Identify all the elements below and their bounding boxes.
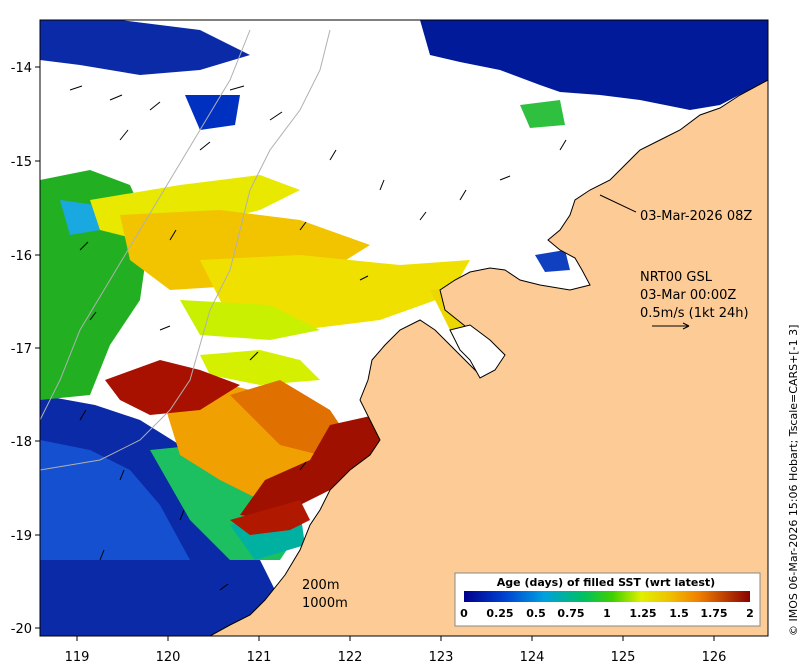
current-vector [69, 85, 83, 91]
current-vector [269, 111, 283, 121]
contour-200m-label: 200m [302, 578, 339, 593]
x-tick-label: 125 [611, 650, 636, 665]
current-vector [179, 509, 185, 521]
y-tick-label: -14 [11, 61, 32, 76]
current-vector [159, 325, 171, 331]
sst-age-lime-band [180, 300, 320, 340]
x-tick-label: 120 [156, 650, 181, 665]
current-vector [329, 149, 337, 161]
current-vector [79, 409, 87, 421]
current-vector [459, 189, 467, 201]
current-vector [299, 461, 307, 471]
sst-age-red-strip [230, 500, 310, 535]
y-tick-label: -16 [11, 249, 32, 264]
peninsula-dampier [449, 324, 506, 379]
colorbar-tick-label: 0 [460, 607, 468, 620]
currents-time-label: 03-Mar 00:00Z [640, 288, 736, 303]
current-vector [199, 141, 211, 151]
current-vector [249, 351, 259, 361]
current-vector [419, 211, 427, 221]
sst-age-red-zone-east [240, 415, 385, 520]
current-vector [99, 549, 105, 561]
colorbar-tick-label: 0.5 [526, 607, 546, 620]
sst-time-label: 03-Mar-2026 08Z [640, 209, 752, 224]
y-axis: -14 -15 -16 -17 -18 -19 -20 [11, 61, 40, 637]
currents-model-label: NRT00 GSL [640, 270, 713, 285]
arrow-head-lower [682, 325, 690, 330]
x-tick-label: 119 [65, 650, 90, 665]
colorbar-gradient [464, 591, 750, 602]
current-vector [359, 275, 369, 281]
contour-1000m [39, 29, 251, 421]
credit-text: © IMOS 06-Mar-2026 15:06 Hobart; Tscale=… [787, 325, 800, 636]
current-vector [219, 583, 229, 591]
current-vectors [69, 85, 567, 591]
colorbar-tick-label: 1.75 [700, 607, 727, 620]
colorbar-tick-label: 1.25 [629, 607, 656, 620]
y-tick-label: -19 [11, 529, 32, 544]
sst-age-dark-orange-zone [230, 380, 350, 455]
plot-frame [39, 19, 769, 637]
sst-age-lime-band-south [200, 350, 320, 385]
current-vector [379, 179, 385, 191]
sst-age-zero-region [40, 395, 300, 636]
colorbar-title: Age (days) of filled SST (wrt latest) [497, 576, 715, 589]
colorbar-tick-label: 2 [746, 607, 754, 620]
contour-1000m-label: 1000m [302, 596, 348, 611]
current-vector [79, 241, 89, 251]
x-axis: 119 120 121 122 123 124 125 126 [65, 636, 727, 665]
current-vector [559, 139, 567, 151]
sst-age-red-zone [105, 360, 240, 415]
colorbar-tick-label: 1.5 [669, 607, 689, 620]
sst-age-northwest-blue-patch [185, 95, 240, 130]
sst-age-blue-coast-patch [535, 250, 570, 272]
current-vector [149, 101, 161, 111]
x-tick-label: 122 [338, 650, 363, 665]
current-vector [229, 85, 245, 91]
sst-age-mid-blue [40, 440, 190, 560]
y-tick-label: -18 [11, 435, 32, 450]
x-tick-label: 121 [247, 650, 272, 665]
x-tick-label: 123 [429, 650, 454, 665]
current-vector [299, 221, 307, 231]
vector-scale-arrow [652, 322, 690, 330]
contour-200m [39, 29, 331, 471]
x-tick-label: 124 [520, 650, 545, 665]
vector-scale-label: 0.5m/s (1kt 24h) [640, 306, 749, 321]
map-plot-area [39, 19, 769, 637]
sst-age-green-north [520, 100, 565, 128]
current-vector [119, 129, 129, 141]
colorbar: Age (days) of filled SST (wrt latest) 0 … [454, 572, 761, 627]
current-vector [119, 469, 125, 481]
x-tick-label: 126 [702, 650, 727, 665]
current-vector [499, 175, 511, 181]
arrow-head-upper [682, 322, 690, 327]
sst-age-northwest-blue [40, 20, 250, 75]
current-vector [169, 229, 177, 241]
y-tick-label: -17 [11, 342, 32, 357]
sst-time-leader-line [599, 194, 637, 213]
sst-age-lightblue-patch [60, 200, 100, 235]
colorbar-tick-label: 0.75 [557, 607, 584, 620]
y-tick-label: -20 [11, 622, 32, 637]
current-vector [89, 311, 97, 321]
colorbar-tick-label: 1 [603, 607, 611, 620]
current-vector [109, 94, 123, 101]
sst-age-north-blue [420, 20, 768, 110]
colorbar-tick-label: 0.25 [486, 607, 513, 620]
y-tick-label: -15 [11, 155, 32, 170]
